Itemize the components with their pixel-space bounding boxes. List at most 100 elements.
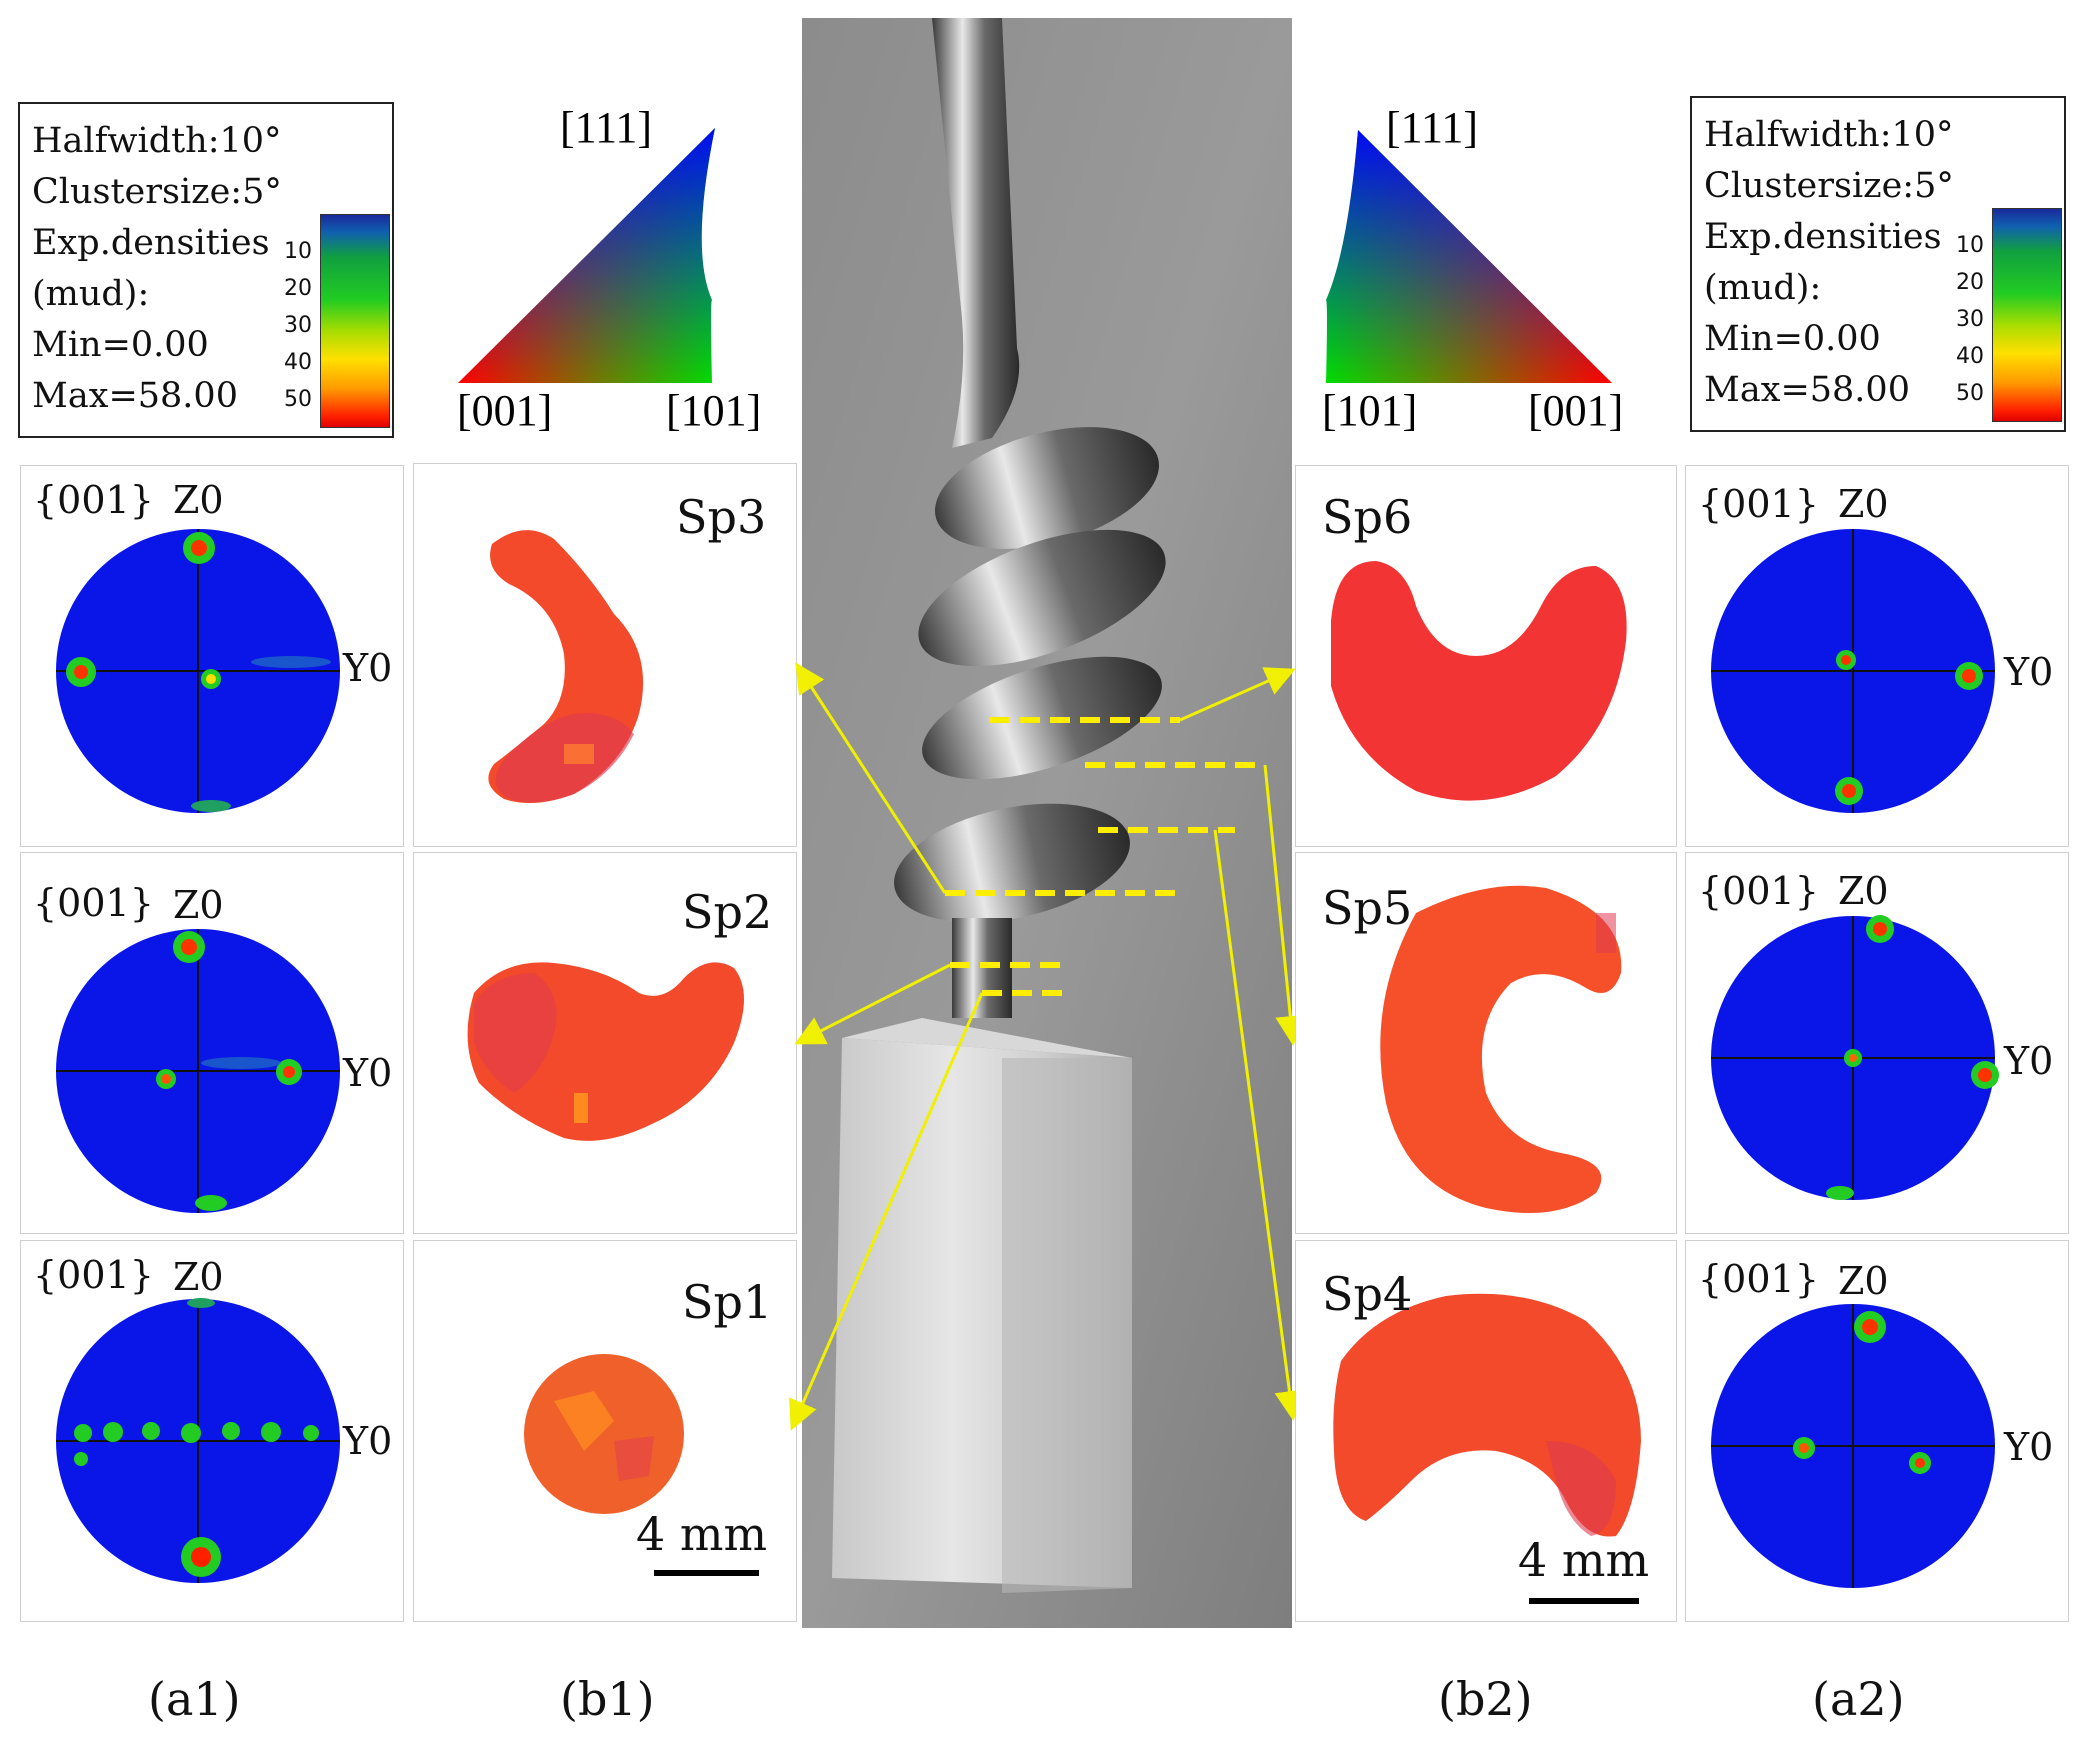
- caption-b1: (b1): [560, 1672, 655, 1726]
- legend-line: Halfwidth:10°: [32, 121, 282, 161]
- pole-figure-a1-top: {001} Z0 Y0: [20, 465, 404, 847]
- pole-figure-plot: [56, 529, 340, 813]
- ipf-label-111: [111]: [1386, 103, 1478, 152]
- density-legend-right: Halfwidth:10° Clustersize:5° Exp.densiti…: [1690, 96, 2066, 432]
- pole-figure-a1-bottom: {001} Z0 Y0: [20, 1240, 404, 1622]
- ipf-triangle-right: [111] [101] [001]: [1322, 103, 1623, 435]
- legend-line: Halfwidth:10°: [1704, 115, 1954, 155]
- axis-y-label: Y0: [343, 1419, 393, 1463]
- color-scale-bar: [320, 214, 390, 428]
- caption-a2: (a2): [1812, 1672, 1905, 1726]
- axis-y-label: Y0: [343, 646, 393, 690]
- legend-line: Max=58.00: [32, 376, 238, 416]
- scale-tick: 20: [1956, 270, 1984, 295]
- density-legend-left: Halfwidth:10° Clustersize:5° Exp.densiti…: [18, 102, 394, 438]
- legend-line: (mud):: [1704, 268, 1822, 308]
- axis-z-label: Z0: [173, 883, 224, 927]
- scale-tick: 40: [1956, 344, 1984, 369]
- legend-line: Min=0.00: [1704, 319, 1881, 359]
- texture-band: [74, 1422, 319, 1466]
- scale-bar-label: 4 mm: [1518, 1533, 1650, 1587]
- section-lines: [945, 717, 1265, 996]
- orientation-map-sp3: Sp3: [413, 463, 797, 847]
- sample-label: Sp1: [682, 1275, 773, 1329]
- orientation-map-sp6: Sp6: [1295, 465, 1677, 847]
- color-scale-bar: [1992, 208, 2062, 422]
- texture-spot: [276, 1059, 302, 1085]
- scale-tick: 20: [284, 276, 312, 301]
- texture-spot: [201, 669, 221, 689]
- axis-y-label: Y0: [343, 1051, 393, 1095]
- pole-figure-a2-bottom: {001} Z0 Y0: [1685, 1240, 2069, 1622]
- legend-line: Min=0.00: [32, 325, 209, 365]
- pole-figure-plot: [1711, 1304, 1995, 1588]
- axis-y-label: Y0: [2004, 1039, 2054, 1083]
- scale-tick: 10: [1956, 233, 1984, 258]
- legend-line: Exp.densities: [32, 223, 270, 263]
- pole-figure-plot: [1711, 529, 1995, 813]
- axis-z-label: Z0: [1838, 869, 1889, 913]
- texture-spot: [1835, 777, 1863, 805]
- legend-line: (mud):: [32, 274, 150, 314]
- sample-label: Sp6: [1322, 490, 1413, 544]
- scale-tick: 50: [284, 387, 312, 412]
- texture-spot: [183, 532, 215, 564]
- orientation-map-sp4: Sp4 4 mm: [1295, 1240, 1677, 1622]
- pole-label: {001}: [33, 478, 154, 522]
- texture-spot: [1836, 650, 1856, 670]
- cross-section-map: [488, 530, 644, 803]
- texture-spot: [1971, 1061, 1999, 1089]
- axis-y-label: Y0: [2004, 650, 2054, 694]
- scale-tick: 30: [284, 313, 312, 338]
- pole-label: {001}: [1698, 482, 1819, 526]
- texture-spot: [181, 1537, 221, 1577]
- pole-label: {001}: [1698, 1257, 1819, 1301]
- texture-spot: [1793, 1437, 1815, 1459]
- texture-spot: [1866, 915, 1894, 943]
- scale-tick: 40: [284, 350, 312, 375]
- pointer-arrows: [789, 662, 1306, 1431]
- ipf-label-101: [101]: [1322, 386, 1417, 435]
- texture-spot: [66, 657, 96, 687]
- sample-label: Sp3: [676, 490, 767, 544]
- axis-z-label: Z0: [1838, 1259, 1889, 1303]
- axis-z-label: Z0: [173, 478, 224, 522]
- pole-figure-a1-middle: {001} Z0 Y0: [20, 852, 404, 1234]
- caption-b2: (b2): [1438, 1672, 1533, 1726]
- axis-z-label: Z0: [1838, 482, 1889, 526]
- axis-z-label: Z0: [173, 1255, 224, 1299]
- axis-y-label: Y0: [2004, 1425, 2054, 1469]
- texture-spot: [1909, 1452, 1931, 1474]
- ipf-triangle-left: [111] [001] [101]: [457, 103, 761, 435]
- scale-tick: 10: [284, 239, 312, 264]
- cross-section-map: [1380, 885, 1622, 1213]
- cross-section-map: [1333, 1293, 1641, 1604]
- sample-label: Sp5: [1322, 881, 1413, 935]
- scale-bar-label: 4 mm: [636, 1507, 768, 1561]
- texture-spot: [1955, 662, 1983, 690]
- legend-line: Max=58.00: [1704, 370, 1910, 410]
- texture-spot: [1844, 1049, 1862, 1067]
- caption-a1: (a1): [148, 1672, 241, 1726]
- ipf-label-001: [001]: [457, 386, 552, 435]
- pole-figure-plot: [1711, 915, 1999, 1200]
- pole-figure-a2-top: {001} Z0 Y0: [1685, 465, 2069, 847]
- sample-label: Sp2: [682, 885, 773, 939]
- legend-line: Clustersize:5°: [32, 172, 282, 212]
- ipf-label-001: [001]: [1528, 386, 1623, 435]
- pole-figure-a2-middle: {001} Z0 Y0: [1685, 852, 2069, 1234]
- orientation-map-sp5: Sp5: [1295, 852, 1677, 1234]
- texture-spot: [173, 931, 205, 963]
- cross-section-map: [1331, 561, 1627, 801]
- pole-figure-plot: [56, 929, 340, 1213]
- legend-line: Clustersize:5°: [1704, 166, 1954, 206]
- cross-section-map: [524, 1354, 759, 1576]
- pole-figure-plot: [56, 1298, 340, 1583]
- texture-spot: [1854, 1311, 1886, 1343]
- pole-label: {001}: [33, 881, 154, 925]
- texture-spot: [156, 1069, 176, 1089]
- ipf-label-101: [101]: [666, 386, 761, 435]
- sample-label: Sp4: [1322, 1267, 1413, 1321]
- cross-section-map: [467, 962, 744, 1141]
